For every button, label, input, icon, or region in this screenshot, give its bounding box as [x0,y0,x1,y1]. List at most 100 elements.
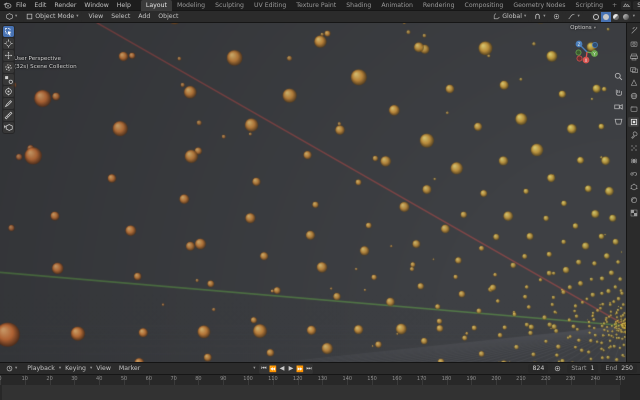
particles-tab[interactable] [628,143,639,153]
end-frame-field[interactable]: End 250 [601,364,637,373]
menu-edit[interactable]: Edit [34,1,47,9]
menu-render[interactable]: Render [54,1,77,9]
workspace-tab-uv-editing[interactable]: UV Editing [254,1,287,9]
viewport-toolbar[interactable] [2,25,15,134]
workspace-tab-texture-paint[interactable]: Texture Paint [296,1,337,9]
output-tab[interactable] [628,52,639,62]
annotate-tool[interactable] [3,98,14,109]
timeline-ruler[interactable]: 0 10 20 30 40 50 60 70 80 90 100 110 120 130 140 150 160… [0,375,640,385]
scene-name-field[interactable]: Scene 🔗 [633,0,640,10]
scene-tab[interactable] [628,78,639,88]
properties-tab-strip[interactable] [626,23,640,362]
viewport-menu-select[interactable]: Select [111,13,131,20]
falloff-smooth-icon[interactable]: ▾ [565,11,583,22]
material-tab[interactable] [628,195,639,205]
mode-selector[interactable]: Object Mode ▾ [23,11,82,22]
transport-controls[interactable]: ▾ ⏮ ⏪ ◀ ▶ ⏩ ⏭ [253,363,314,374]
render-tab[interactable] [628,39,639,49]
viewport-options-popover[interactable]: Options ▾ [570,25,596,31]
constraints-tab[interactable] [628,169,639,179]
timeline-editor-icon[interactable]: ▾ [3,363,21,374]
menu-file[interactable]: File [16,1,27,9]
texture-tab[interactable] [628,208,639,218]
workspace-tab-geometry-nodes[interactable]: Geometry Nodes [513,1,566,9]
viewport-menu-view[interactable]: View [88,13,104,20]
play-button[interactable]: ▶ [288,365,294,372]
viewport-menu-object[interactable]: Object [158,13,179,20]
start-frame-field[interactable]: Start 1 [567,364,599,373]
measure-tool[interactable] [3,110,14,121]
object-tab[interactable] [628,117,639,127]
workspace-tab-scripting[interactable]: Scripting [575,1,604,9]
workspace-tabs[interactable]: Layout Modeling Sculpting UV Editing Texture… [140,0,621,11]
viewport-menu-add[interactable]: Add [138,13,151,20]
next-keyframe-button[interactable]: ⏩ [296,365,304,373]
add-workspace-button[interactable]: + [612,1,618,9]
select-box-tool[interactable] [3,26,14,37]
current-frame-field[interactable]: 824 [528,364,549,373]
workspace-tab-shading[interactable]: Shading [346,1,372,9]
menu-window[interactable]: Window [84,1,109,9]
options-label: Options [570,25,592,31]
add-cube-tool[interactable] [3,122,14,133]
ruler-tick [148,375,150,385]
ruler-tick [372,375,374,385]
jump-start-button[interactable]: ⏮ [261,364,267,372]
tool-tab[interactable] [628,26,639,36]
workspace-tab-compositing[interactable]: Compositing [464,1,504,9]
workspace-tab-rendering[interactable]: Rendering [422,1,455,9]
timeline-menu-playback[interactable]: Playback [27,365,55,372]
scene-icon[interactable] [621,0,632,10]
workspace-tab-animation[interactable]: Animation [381,1,413,9]
cursor-tool[interactable] [3,38,14,49]
auto-keying-button[interactable] [551,363,565,374]
view-layer-tab[interactable] [628,65,639,75]
workspace-tab-modeling[interactable]: Modeling [176,1,206,9]
svg-text:Y: Y [592,51,596,56]
editor-type-3dview-icon[interactable]: ▾ [3,11,21,22]
shading-mode-group[interactable] [590,11,631,22]
shading-material-preview-button[interactable] [611,12,621,22]
ruler-tick [248,375,250,385]
timeline-menu-marker[interactable]: Marker [118,365,141,372]
viewport-canvas[interactable] [0,23,626,362]
workspace-tab-layout[interactable]: Layout [140,0,172,11]
ruler-tick-label: 130 [317,376,328,382]
rotate-tool[interactable] [3,62,14,73]
jump-end-button[interactable]: ⏭ [306,364,312,372]
workspace-tab-sculpting[interactable]: Sculpting [215,1,244,9]
magnet-icon[interactable]: ▾ [531,11,549,22]
modifier-tab[interactable] [628,130,639,140]
prev-keyframe-button[interactable]: ⏪ [269,365,277,373]
topbar: File Edit Render Window Help Layout Modeling S… [0,0,640,11]
camera-back-icon [630,40,638,48]
svg-text:Z: Z [578,42,581,47]
collection-tab[interactable] [628,104,639,114]
data-tab[interactable] [628,182,639,192]
shading-wireframe-button[interactable] [591,12,601,22]
world-tab[interactable] [628,91,639,101]
play-reverse-button[interactable]: ◀ [279,365,285,372]
blender-logo-icon[interactable] [3,1,12,10]
shading-rendered-button[interactable] [621,12,631,22]
transform-tool[interactable] [3,86,14,97]
move-tool[interactable] [3,50,14,61]
proportional-edit-icon[interactable] [550,11,564,22]
navigation-gizmo[interactable]: Z Y X [570,35,604,69]
zoom-view-icon[interactable] [613,71,624,82]
scale-tool[interactable] [3,74,14,85]
timeline-menu-view[interactable]: View [96,365,111,372]
transport-left-arrow[interactable]: ▾ [253,366,256,371]
perspective-toggle-icon[interactable] [613,116,624,127]
move-view-icon[interactable] [613,86,624,97]
shading-solid-button[interactable] [600,11,611,22]
viewport-nav-icons[interactable] [613,71,624,127]
shading-popover-arrow[interactable]: ▾ [632,14,635,19]
physics-tab[interactable] [628,156,639,166]
camera-view-icon[interactable] [613,101,624,112]
timeline-track-area[interactable] [0,385,640,400]
transform-orientation-selector[interactable]: Global ▾ [490,11,530,22]
timeline-menu-keying[interactable]: Keying [65,365,86,372]
menu-help[interactable]: Help [116,1,131,9]
3d-viewport[interactable]: User Perspective (32s) Scene Collection … [0,23,626,362]
